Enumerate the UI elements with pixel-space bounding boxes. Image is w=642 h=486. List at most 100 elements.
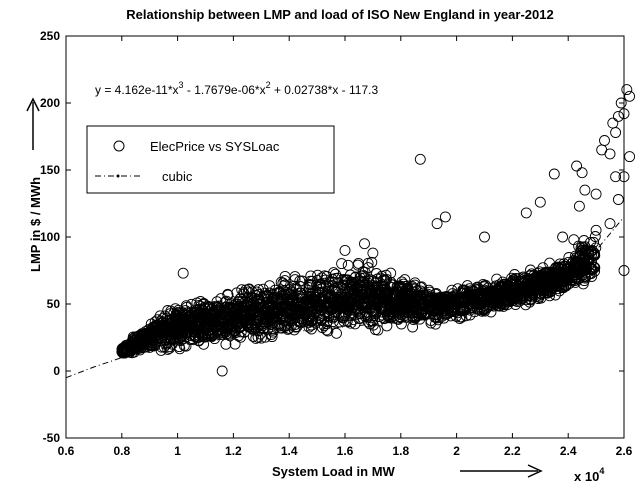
scatter-point	[471, 298, 482, 310]
scatter-point	[193, 299, 205, 311]
scatter-point	[367, 247, 379, 259]
scatter-point	[381, 320, 393, 332]
scatter-point	[267, 297, 279, 309]
scatter-point	[155, 335, 167, 347]
scatter-point	[389, 287, 401, 299]
scatter-point	[288, 296, 300, 308]
x-tick-label: 0.8	[113, 444, 130, 458]
scatter-point	[429, 294, 440, 305]
scatter-point	[232, 309, 244, 321]
scatter-point	[177, 267, 189, 279]
scatter-point	[418, 309, 430, 321]
scatter-point	[354, 277, 366, 289]
legend-circle-marker	[113, 140, 125, 152]
scatter-point	[612, 194, 624, 205]
scatter-point	[150, 319, 162, 331]
scatter-point	[339, 244, 351, 256]
eq-mid: - 1.7679e-06*x	[184, 83, 266, 97]
scatter-point	[287, 289, 299, 301]
scatter-point	[587, 264, 599, 276]
scatter-point	[283, 295, 295, 307]
scatter-point	[557, 263, 569, 275]
legend-label-cubic: cubic	[162, 169, 193, 184]
x-tick-label: 1.6	[337, 444, 354, 458]
scatter-point	[549, 267, 561, 279]
scatter-point	[186, 318, 198, 330]
scatter-point	[286, 308, 298, 319]
scatter-point	[491, 290, 503, 301]
scatter-point	[342, 285, 354, 297]
scatter-point	[409, 279, 421, 291]
scatter-point	[571, 160, 583, 172]
scatter-point	[381, 273, 393, 285]
scatter-point	[246, 286, 258, 298]
scatter-point	[612, 110, 624, 122]
x-tick-label: 2.2	[504, 444, 521, 458]
scatter-point	[174, 343, 186, 355]
scatter-point	[262, 309, 274, 321]
y-tick-label: 150	[40, 163, 60, 177]
scatter-point	[568, 234, 580, 246]
scatter-point	[241, 299, 253, 311]
scatter-point	[377, 299, 389, 311]
scatter-point	[553, 285, 565, 297]
scatter-point	[166, 321, 178, 333]
scatter-point	[358, 286, 370, 298]
scatter-point	[273, 320, 285, 332]
scatter-point	[211, 296, 223, 308]
scatter-point	[373, 287, 385, 299]
scatter-point	[255, 332, 267, 344]
scatter-point	[135, 330, 147, 342]
scatter-point	[185, 312, 197, 324]
scatter-point	[464, 297, 476, 309]
scatter-point	[365, 312, 377, 324]
scatter-point	[349, 318, 361, 330]
scatter-point	[279, 320, 291, 331]
x-exponent-power: 4	[599, 466, 604, 476]
scatter-point	[508, 280, 520, 291]
scatter-point	[579, 272, 591, 284]
scatter-point	[334, 298, 346, 310]
y-tick-label: -50	[43, 431, 61, 445]
scatter-point	[465, 285, 477, 297]
scatter-point	[544, 257, 556, 269]
scatter-point	[590, 224, 602, 236]
scatter-point	[306, 275, 318, 287]
scatter-point	[261, 307, 273, 319]
scatter-point	[170, 315, 182, 326]
x-axis-label: System Load in MW	[272, 464, 396, 479]
scatter-point	[540, 267, 552, 279]
y-tick-label: 200	[40, 96, 60, 110]
scatter-point	[250, 314, 262, 326]
scatter-point	[411, 303, 423, 314]
scatter-point	[305, 270, 317, 282]
scatter-point	[520, 294, 532, 306]
scatter-point	[224, 303, 236, 315]
scatter-point	[281, 288, 293, 300]
scatter-point	[315, 278, 327, 290]
eq-suffix: + 0.02738*x - 117.3	[271, 83, 379, 97]
scatter-point	[213, 317, 225, 329]
scatter-point	[124, 340, 136, 352]
scatter-point	[203, 330, 215, 341]
scatter-point	[281, 308, 293, 320]
scatter-point	[269, 306, 281, 318]
scatter-point	[359, 266, 371, 278]
scatter-point	[231, 287, 243, 299]
x-tick-label: 1.2	[225, 444, 242, 458]
legend-box	[86, 125, 335, 194]
scatter-point	[335, 291, 347, 303]
scatter-point	[564, 277, 575, 289]
scatter-point	[331, 327, 342, 339]
scatter-point	[590, 188, 602, 200]
x-tick-label: 0.6	[58, 444, 75, 458]
scatter-point	[324, 292, 336, 304]
scatter-point	[502, 299, 513, 311]
scatter-point	[243, 304, 255, 316]
scatter-point	[388, 312, 400, 324]
scatter-point	[371, 295, 383, 307]
scatter-point	[523, 281, 535, 293]
eq-power-2: 2	[266, 80, 271, 90]
scatter-point	[250, 332, 262, 344]
